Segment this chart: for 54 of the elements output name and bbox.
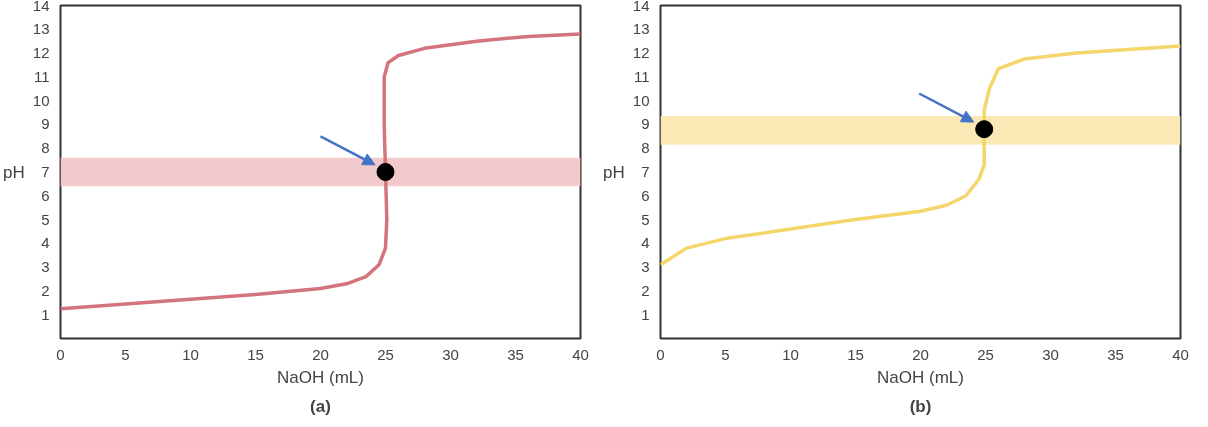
y-tick-label: 13 xyxy=(32,20,50,38)
text: (a) xyxy=(310,396,331,416)
y-tick-label: 5 xyxy=(641,210,650,228)
y-tick-label: 11 xyxy=(33,67,50,85)
x-tick-label: 40 xyxy=(1172,345,1189,363)
y-axis-title: pH xyxy=(3,162,25,182)
y-axis-title: pH xyxy=(603,162,625,182)
x-tick-label: 0 xyxy=(56,345,65,363)
y-tick-label: 9 xyxy=(641,115,650,133)
y-tick-label: 6 xyxy=(41,186,50,204)
x-tick-label: 5 xyxy=(721,345,730,363)
line-series xyxy=(60,32,581,311)
y-tick-label: 11 xyxy=(633,67,650,85)
y-tick-label: 2 xyxy=(641,281,650,299)
y-tick-label: 3 xyxy=(41,258,50,276)
y-tick-label: 12 xyxy=(32,44,50,62)
x-tick-label: 20 xyxy=(912,345,929,363)
x-tick-label: 15 xyxy=(847,345,864,363)
y-tick-label: 4 xyxy=(641,234,650,252)
y-tick-label: 1 xyxy=(641,305,650,323)
y-tick-label: 8 xyxy=(641,139,650,157)
y-tick-label: 6 xyxy=(641,186,650,204)
x-tick-label: 15 xyxy=(247,345,264,363)
x-tick-label: 20 xyxy=(312,345,329,363)
y-tick-label: 9 xyxy=(41,115,50,133)
x-tick-label: 30 xyxy=(1042,345,1059,363)
y-tick-label: 4 xyxy=(41,234,50,252)
y-tick-label: 7 xyxy=(41,163,50,180)
y-tick-label: 10 xyxy=(32,91,50,109)
y-tick-label: 14 xyxy=(32,0,50,14)
y-tick-label: 2 xyxy=(41,281,50,299)
x-tick-label: 35 xyxy=(1107,345,1124,363)
text: (b) xyxy=(909,396,932,416)
line-series xyxy=(660,44,1181,267)
y-tick-label: 3 xyxy=(641,258,650,276)
x-tick-label: 0 xyxy=(656,345,665,363)
x-tick-label: 25 xyxy=(977,345,994,363)
y-tick-label: 12 xyxy=(632,44,650,62)
x-tick-label: 30 xyxy=(442,345,459,363)
y-tick-label: 8 xyxy=(41,139,50,157)
x-tick-label: 40 xyxy=(572,345,589,363)
x-tick-label: 35 xyxy=(507,345,524,363)
x-tick-label: 25 xyxy=(377,345,394,363)
y-tick-label: 5 xyxy=(41,210,50,228)
x-tick-label: 5 xyxy=(121,345,130,363)
y-tick-label: 14 xyxy=(632,0,650,14)
y-tick-label: 1 xyxy=(41,305,50,323)
x-tick-label: 10 xyxy=(182,345,199,363)
x-tick-label: 10 xyxy=(782,345,799,363)
x-axis-title: NaOH (mL) xyxy=(877,367,964,387)
y-tick-label: 10 xyxy=(632,91,650,109)
y-tick-label: 7 xyxy=(641,163,650,180)
y-tick-label: 13 xyxy=(632,20,650,38)
x-axis-title: NaOH (mL) xyxy=(277,367,364,387)
